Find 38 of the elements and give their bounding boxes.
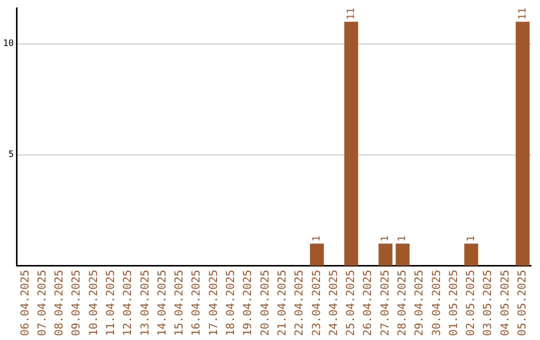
x-tick-label: 23.04.2025: [310, 270, 323, 336]
x-tick-label: 10.04.2025: [86, 270, 100, 336]
x-tick-label: 12.04.2025: [121, 270, 134, 336]
x-tick-label: 11.04.2025: [104, 270, 118, 336]
x-tick-label: 06.04.2025: [18, 270, 32, 336]
x-tick-label: 25.04.2025: [344, 270, 358, 336]
x-tick-label: 01.05.2025: [446, 270, 460, 336]
data-label: 11: [346, 8, 357, 20]
data-label: 11: [517, 8, 528, 20]
x-tick-label: 07.04.2025: [35, 270, 48, 336]
y-tick-label: 5: [8, 150, 14, 160]
x-tick-label: 04.05.2025: [498, 270, 512, 336]
x-tick-label: 08.04.2025: [52, 270, 66, 336]
x-tick-label: 20.04.2025: [258, 270, 272, 336]
x-tick-label: 09.04.2025: [70, 270, 83, 336]
y-tick-label: 10: [2, 39, 14, 50]
data-label: 1: [312, 236, 322, 242]
x-tick-label: 15.04.2025: [172, 270, 186, 336]
x-tick-label: 21.04.2025: [275, 270, 288, 336]
x-tick-label: 19.04.2025: [241, 270, 254, 336]
data-label: 1: [380, 236, 392, 242]
data-label: 1: [397, 236, 408, 242]
x-tick-label: 26.04.2025: [361, 270, 374, 336]
x-tick-label: 24.04.2025: [326, 270, 340, 336]
x-tick-label: 02.05.2025: [464, 270, 478, 336]
x-tick-label: 16.04.2025: [190, 270, 203, 336]
x-tick-label: 27.04.2025: [378, 270, 392, 336]
data-label: 1: [466, 236, 477, 242]
x-tick-label: 03.05.2025: [481, 270, 494, 336]
x-tick-label: 30.04.2025: [430, 270, 443, 336]
x-tick-label: 28.04.2025: [396, 270, 408, 336]
x-tick-label: 13.04.2025: [138, 270, 152, 336]
x-tick-label: 14.04.2025: [155, 270, 168, 336]
x-tick-label: 18.04.2025: [224, 270, 238, 336]
x-tick-label: 05.05.2025: [516, 270, 529, 336]
x-tick-label: 17.04.2025: [206, 270, 220, 336]
x-tick-label: 22.04.2025: [292, 270, 306, 336]
x-tick-label: 29.04.2025: [412, 270, 426, 336]
